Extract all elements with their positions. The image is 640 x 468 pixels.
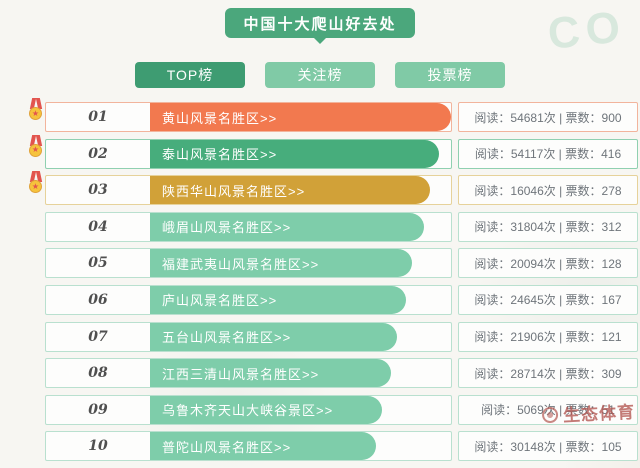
table-row: 06 庐山风景名胜区>> 阅读：24645次 | 票数：167 [45, 284, 638, 315]
bar-track: 江西三清山风景名胜区>> [150, 359, 451, 388]
item-stats: 阅读：54681次 | 票数：900 [458, 102, 638, 132]
rank-item-link[interactable]: 泰山风景名胜区>> [150, 139, 439, 168]
table-row: 05 福建武夷山风景名胜区>> 阅读：20094次 | 票数：128 [45, 248, 638, 279]
rank-item-link[interactable]: 峨眉山风景名胜区>> [150, 212, 424, 241]
bar-track: 庐山风景名胜区>> [150, 285, 451, 314]
item-stats: 阅读：28714次 | 票数：309 [458, 358, 638, 389]
tab-follow[interactable]: 关注榜 [265, 62, 375, 88]
bar-track: 峨眉山风景名胜区>> [150, 212, 451, 241]
row-main: 02 泰山风景名胜区>> [45, 138, 452, 169]
background-texture-co: CO [545, 2, 629, 59]
medal-star-icon: ★ [29, 143, 42, 157]
rank-number: 10 [88, 438, 108, 455]
rank-number: 09 [88, 401, 108, 418]
item-stats: 阅读：20094次 | 票数：128 [458, 248, 638, 279]
rank-number: 05 [88, 255, 108, 272]
tab-bar: TOP榜 关注榜 投票榜 [135, 62, 505, 88]
bar-track: 福建武夷山风景名胜区>> [150, 249, 451, 278]
rank-item-link[interactable]: 五台山风景名胜区>> [150, 322, 397, 351]
item-stats: 阅读：30148次 | 票数：105 [458, 431, 638, 462]
row-main: 09 乌鲁木齐天山大峡谷景区>> [45, 394, 452, 425]
rank-item-link[interactable]: 江西三清山风景名胜区>> [150, 359, 391, 388]
item-stats: 阅读：16046次 | 票数：278 [458, 175, 638, 206]
rank-number: 01 [88, 109, 108, 125]
rank-item-link[interactable]: 陕西华山风景名胜区>> [150, 176, 430, 205]
table-row: 07 五台山风景名胜区>> 阅读：21906次 | 票数：121 [45, 321, 638, 352]
medal-icon: ★ [28, 98, 45, 122]
rank-number: 03 [88, 182, 108, 199]
item-stats: 阅读：5069次 | 票数：51 [458, 394, 638, 425]
bar-track: 乌鲁木齐天山大峡谷景区>> [150, 395, 451, 424]
rank-number: 08 [88, 365, 108, 382]
table-row: 04 峨眉山风景名胜区>> 阅读：31804次 | 票数：312 [45, 211, 638, 242]
ranking-list: ★ 01 黄山风景名胜区>> 阅读：54681次 | 票数：900 ★ 02 泰山风景名胜区… [29, 98, 638, 468]
tab-vote[interactable]: 投票榜 [395, 62, 505, 88]
table-row: ★ 03 陕西华山风景名胜区>> 阅读：16046次 | 票数：278 [29, 171, 638, 206]
page-title: 中国十大爬山好去处 [225, 8, 415, 44]
item-stats: 阅读：31804次 | 票数：312 [458, 211, 638, 242]
item-stats: 阅读：54117次 | 票数：416 [458, 138, 638, 169]
bar-track: 泰山风景名胜区>> [150, 139, 451, 168]
row-main: 04 峨眉山风景名胜区>> [45, 211, 452, 242]
medal-star-icon: ★ [29, 180, 42, 194]
rank-item-link[interactable]: 普陀山风景名胜区>> [150, 432, 376, 461]
item-stats: 阅读：21906次 | 票数：121 [458, 321, 638, 352]
bar-track: 普陀山风景名胜区>> [150, 432, 451, 461]
rank-item-link[interactable]: 黄山风景名胜区>> [150, 103, 451, 131]
bar-track: 五台山风景名胜区>> [150, 322, 451, 351]
row-main: 05 福建武夷山风景名胜区>> [45, 248, 452, 279]
row-main: 06 庐山风景名胜区>> [45, 284, 452, 315]
rank-item-link[interactable]: 庐山风景名胜区>> [150, 285, 406, 314]
bar-track: 陕西华山风景名胜区>> [150, 176, 451, 205]
row-main: 01 黄山风景名胜区>> [45, 102, 452, 132]
table-row: 10 普陀山风景名胜区>> 阅读：30148次 | 票数：105 [45, 431, 638, 462]
title-bubble-pointer-icon [313, 37, 327, 44]
rank-item-link[interactable]: 福建武夷山风景名胜区>> [150, 249, 412, 278]
rank-item-link[interactable]: 乌鲁木齐天山大峡谷景区>> [150, 395, 382, 424]
page-title-text: 中国十大爬山好去处 [243, 15, 397, 33]
bar-track: 黄山风景名胜区>> [150, 103, 451, 131]
medal-star-icon: ★ [29, 107, 42, 120]
table-row: ★ 02 泰山风景名胜区>> 阅读：54117次 | 票数：416 [29, 134, 638, 169]
rank-number: 04 [88, 218, 108, 235]
row-main: 08 江西三清山风景名胜区>> [45, 358, 452, 389]
item-stats: 阅读：24645次 | 票数：167 [458, 284, 638, 315]
rank-number: 07 [88, 328, 108, 345]
medal-icon: ★ [28, 134, 45, 159]
table-row: ★ 01 黄山风景名胜区>> 阅读：54681次 | 票数：900 [29, 98, 638, 132]
row-main: 03 陕西华山风景名胜区>> [45, 175, 452, 206]
tab-top[interactable]: TOP榜 [135, 62, 245, 88]
rank-number: 02 [88, 145, 108, 162]
table-row: 09 乌鲁木齐天山大峡谷景区>> 阅读：5069次 | 票数：51 [45, 394, 638, 425]
row-main: 10 普陀山风景名胜区>> [45, 431, 452, 462]
table-row: 08 江西三清山风景名胜区>> 阅读：28714次 | 票数：309 [45, 358, 638, 389]
rank-number: 06 [88, 291, 108, 308]
row-main: 07 五台山风景名胜区>> [45, 321, 452, 352]
medal-icon: ★ [28, 171, 45, 195]
